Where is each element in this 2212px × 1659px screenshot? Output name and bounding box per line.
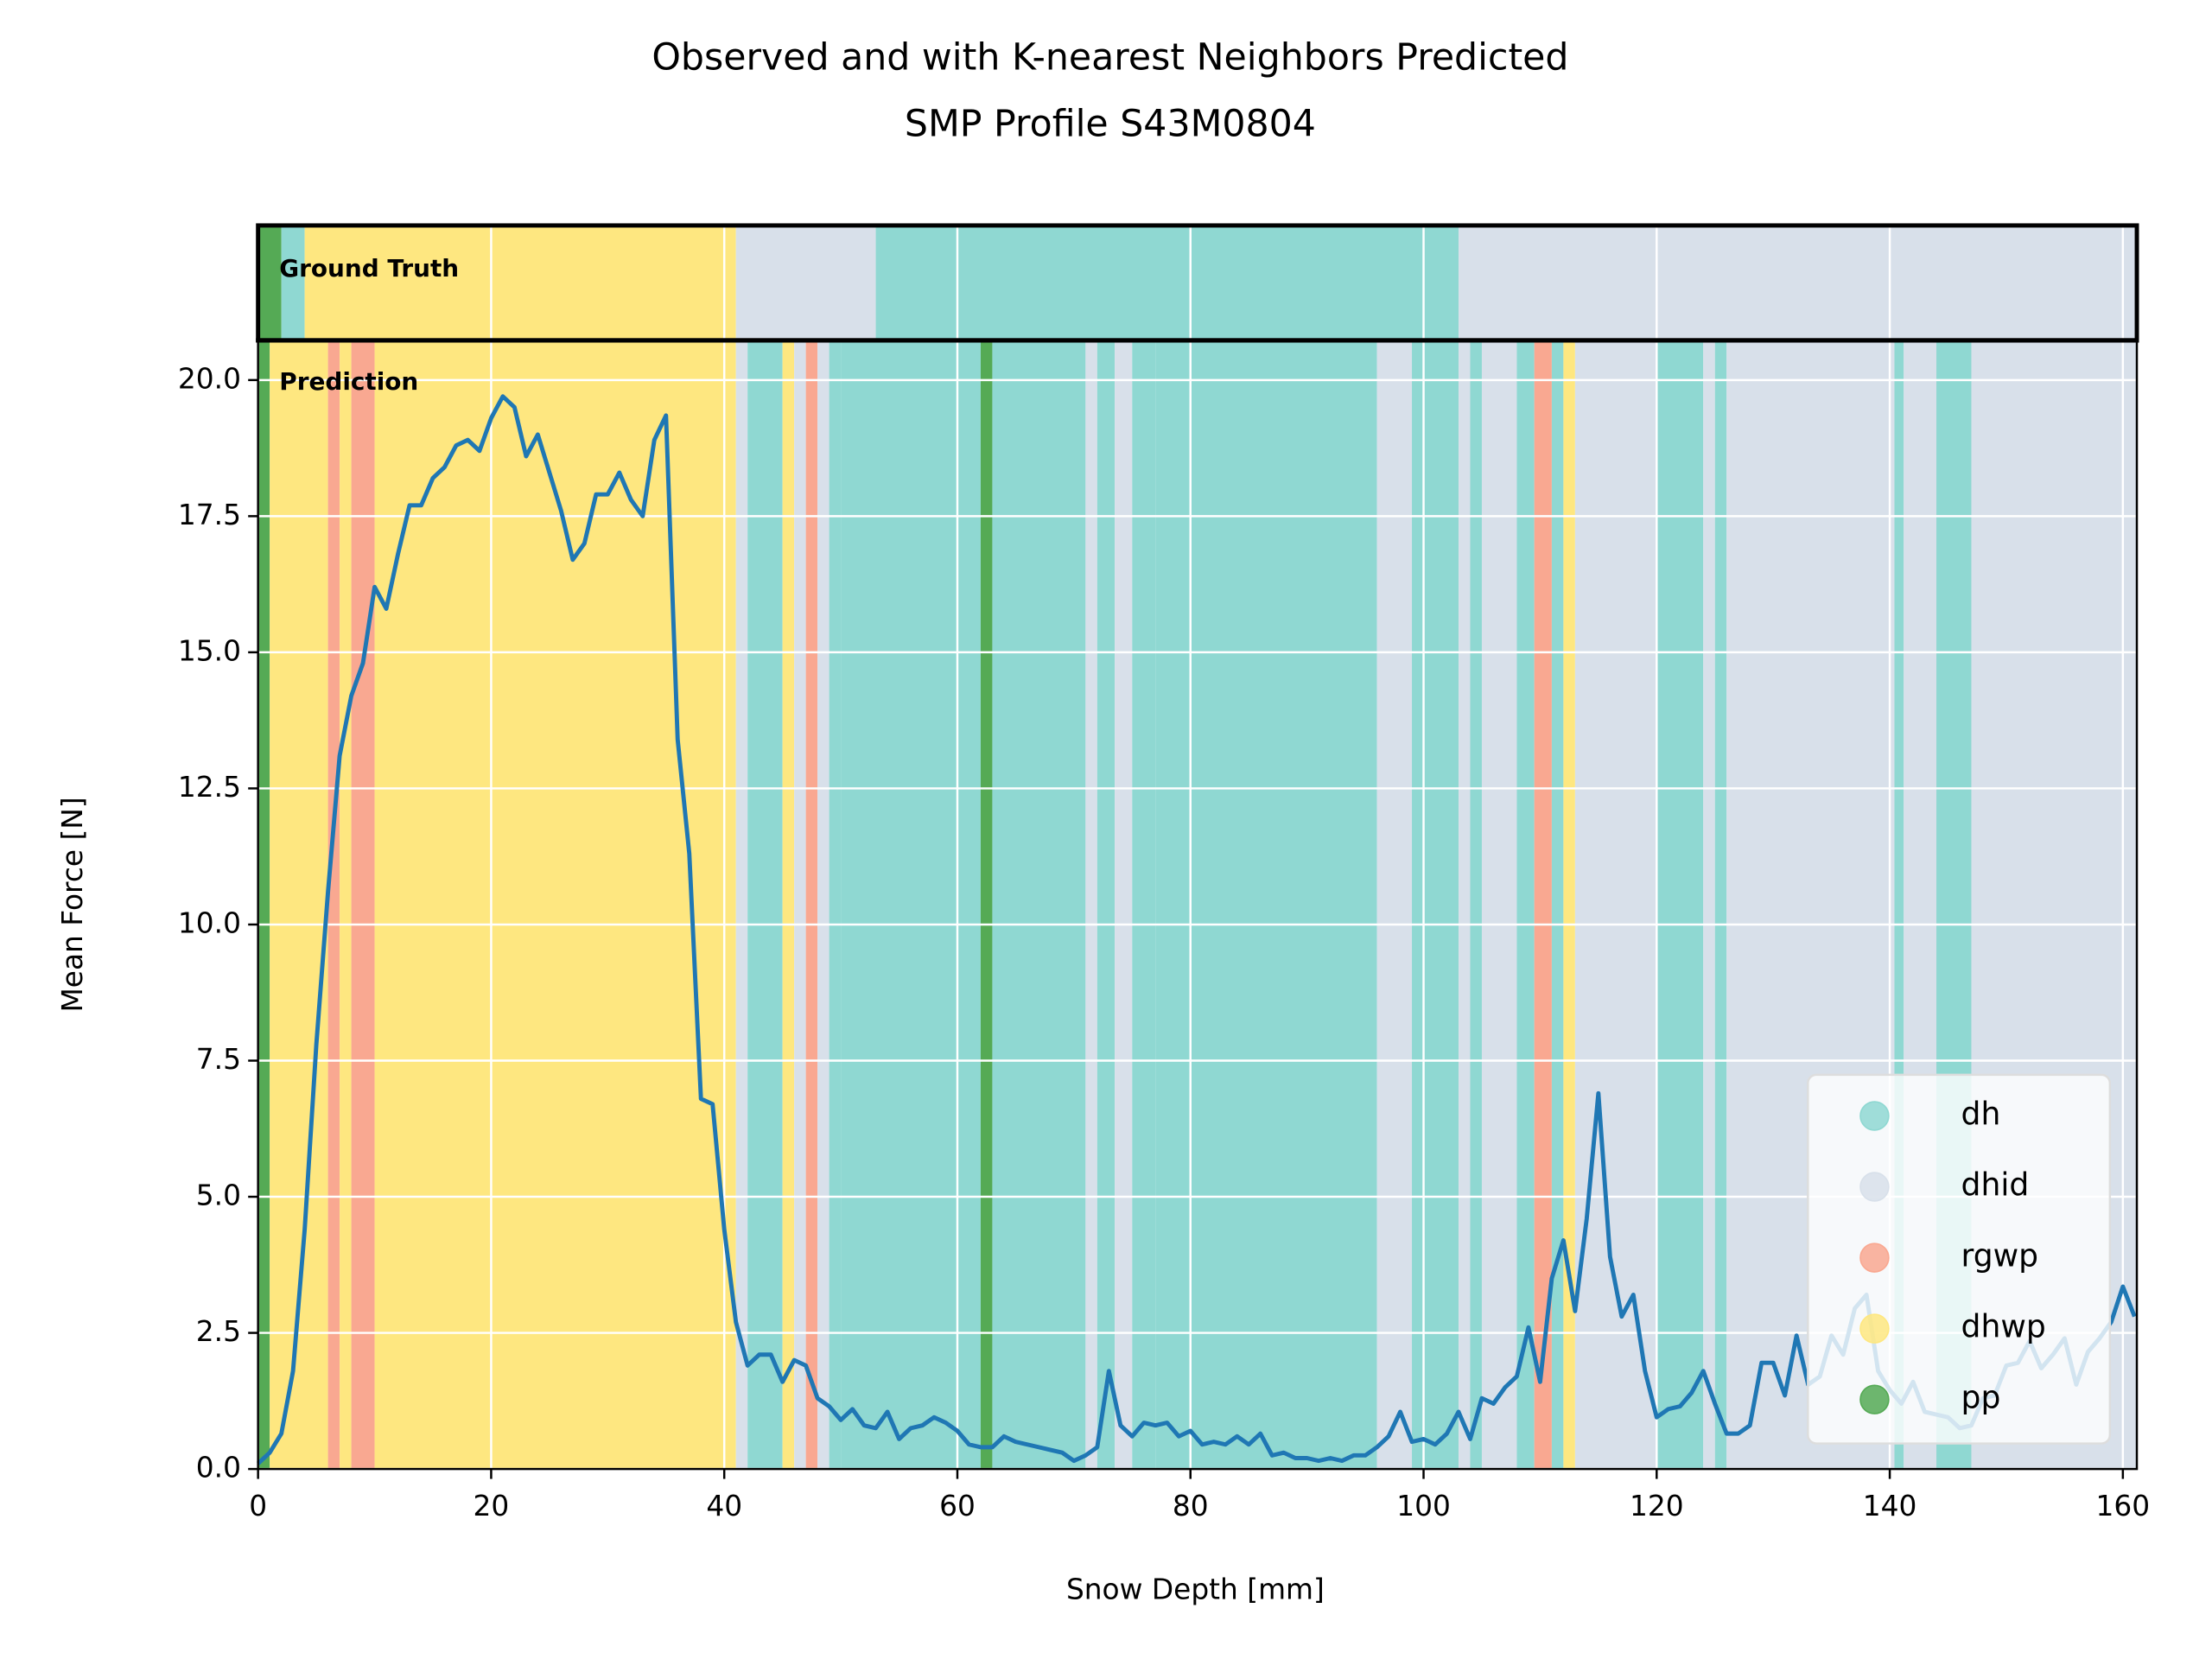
class-band	[794, 340, 806, 1470]
y-tick-label: 17.5	[178, 499, 241, 531]
class-band	[980, 340, 993, 1470]
x-tick-label: 160	[2096, 1490, 2151, 1522]
class-band	[1481, 340, 1517, 1470]
legend-label: dh	[1961, 1095, 2001, 1132]
class-band	[257, 340, 270, 1470]
class-band	[1703, 340, 1715, 1470]
x-tick-label: 0	[249, 1490, 267, 1522]
class-band	[1115, 340, 1133, 1470]
chart-title: Observed and with K-nearest Neighbors Pr…	[652, 35, 1568, 79]
class-band	[340, 340, 352, 1470]
class-band	[1563, 340, 1575, 1470]
class-band	[327, 340, 340, 1470]
y-tick-label: 12.5	[178, 771, 241, 804]
class-band	[1085, 340, 1097, 1470]
class-band	[829, 340, 842, 1470]
class-band	[735, 340, 748, 1470]
chart-subtitle: SMP Profile S43M0804	[905, 103, 1316, 146]
y-tick-label: 0.0	[196, 1452, 241, 1484]
class-band	[1894, 340, 1904, 1470]
class-band	[1516, 340, 1535, 1470]
x-tick-label: 120	[1630, 1490, 1684, 1522]
class-band	[805, 340, 818, 1470]
x-tick-label: 20	[474, 1490, 510, 1522]
class-band	[257, 225, 282, 340]
y-tick-label: 2.5	[196, 1315, 241, 1348]
legend-label: rgwp	[1961, 1237, 2039, 1274]
class-band	[281, 225, 305, 340]
class-band	[1470, 340, 1482, 1470]
x-tick-label: 100	[1396, 1490, 1451, 1522]
legend-marker	[1859, 1101, 1890, 1131]
x-tick-label: 40	[706, 1490, 742, 1522]
class-band	[817, 340, 830, 1470]
y-axis-label: Mean Force [N]	[56, 797, 89, 1012]
class-band	[747, 340, 783, 1470]
strip-label: Prediction	[279, 367, 418, 396]
class-band	[1458, 340, 1471, 1470]
x-tick-label: 60	[939, 1490, 976, 1522]
class-band	[1096, 340, 1116, 1470]
y-tick-label: 15.0	[178, 634, 241, 667]
class-band	[1656, 340, 1704, 1470]
class-band	[1132, 340, 1156, 1470]
class-band	[1412, 340, 1459, 1470]
legend-label: dhwp	[1961, 1308, 2046, 1345]
x-tick-label: 140	[1863, 1490, 1917, 1522]
class-band	[875, 225, 1459, 340]
legend-marker	[1859, 1172, 1890, 1202]
legend-marker	[1859, 1313, 1890, 1344]
class-band	[841, 340, 981, 1470]
y-tick-label: 20.0	[178, 362, 241, 395]
class-band	[304, 225, 736, 340]
class-band	[992, 340, 1086, 1470]
class-band	[1534, 340, 1552, 1470]
class-band	[1574, 340, 1657, 1470]
legend-label: pp	[1961, 1379, 2001, 1416]
class-band	[374, 340, 736, 1470]
y-tick-label: 10.0	[178, 906, 241, 939]
class-band	[782, 340, 795, 1470]
class-band	[1551, 340, 1564, 1470]
class-band	[1458, 225, 2138, 340]
class-band	[1376, 340, 1413, 1470]
legend-marker	[1859, 1243, 1890, 1273]
legend-box	[1807, 1073, 2112, 1445]
class-band	[1155, 340, 1377, 1470]
class-band	[1714, 340, 1727, 1470]
class-band	[735, 225, 876, 340]
legend-marker	[1859, 1384, 1890, 1414]
legend-label: dhid	[1961, 1166, 2030, 1204]
x-axis-label: Snow Depth [mm]	[1066, 1573, 1325, 1606]
class-band	[351, 340, 375, 1470]
y-tick-label: 7.5	[196, 1043, 241, 1076]
x-tick-label: 80	[1173, 1490, 1209, 1522]
strip-label: Ground Truth	[279, 254, 459, 283]
y-tick-label: 5.0	[196, 1179, 241, 1212]
